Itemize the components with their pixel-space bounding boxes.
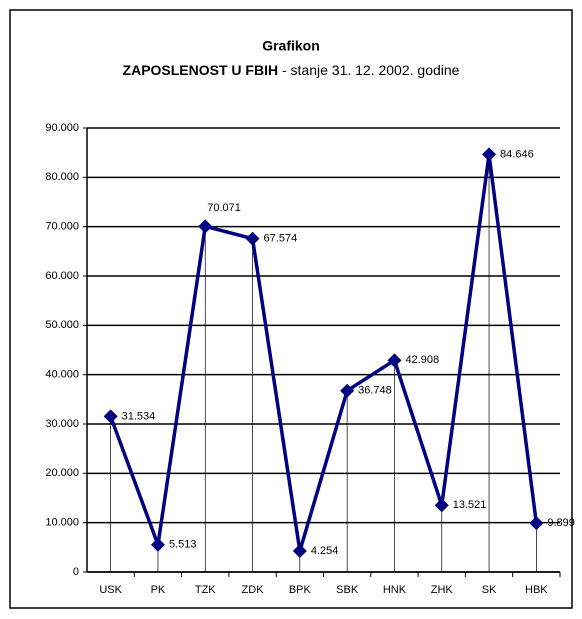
marker — [292, 544, 307, 559]
y-tick-label: 90.000 — [45, 122, 79, 134]
subtitle-rest: - stanje 31. 12. 2002. godine — [278, 62, 460, 78]
x-tick-label: HNK — [383, 584, 407, 596]
x-tick-label: SBK — [336, 584, 359, 596]
y-tick-label: 40.000 — [45, 369, 79, 381]
series-line — [109, 154, 539, 552]
data-label: 84.646 — [500, 148, 534, 160]
marker — [150, 537, 165, 552]
subtitle-bold: ZAPOSLENOST U FBIH — [123, 62, 279, 78]
x-tick-label: HBK — [525, 584, 548, 596]
marker — [198, 219, 213, 234]
chart-frame — [9, 9, 573, 609]
data-label: 67.574 — [264, 233, 298, 245]
y-tick-label: 80.000 — [45, 171, 79, 183]
y-tick-label: 0 — [73, 566, 79, 578]
marker — [482, 147, 497, 162]
x-tick-label: ZHK — [431, 584, 454, 596]
marker — [387, 353, 402, 368]
data-label: 36.748 — [358, 385, 392, 397]
marker — [340, 383, 355, 398]
data-label: 13.521 — [453, 499, 487, 511]
y-tick-label: 60.000 — [45, 270, 79, 282]
y-tick-label: 20.000 — [45, 467, 79, 479]
x-tick-label: TZK — [195, 584, 216, 596]
data-label: 4.254 — [311, 545, 339, 557]
y-tick-label: 50.000 — [45, 319, 79, 331]
data-label: 31.534 — [122, 410, 156, 422]
data-label: 70.071 — [207, 202, 241, 214]
x-tick-label: BPK — [289, 584, 312, 596]
y-tick-label: 30.000 — [45, 418, 79, 430]
marker — [434, 498, 449, 513]
data-label: 42.908 — [405, 354, 439, 366]
x-tick-label: USK — [99, 584, 122, 596]
chart-subtitle: ZAPOSLENOST U FBIH - stanje 31. 12. 2002… — [123, 62, 460, 78]
x-tick-label: ZDK — [242, 584, 265, 596]
data-label: 5.513 — [169, 539, 197, 551]
chart-title: Grafikon — [262, 38, 320, 54]
marker — [103, 409, 118, 424]
x-tick-label: SK — [482, 584, 497, 596]
y-tick-label: 10.000 — [45, 517, 79, 529]
marker — [245, 231, 260, 246]
marker — [529, 516, 544, 531]
data-label: 9.899 — [547, 517, 575, 529]
x-tick-label: PK — [151, 584, 166, 596]
y-tick-label: 70.000 — [45, 221, 79, 233]
